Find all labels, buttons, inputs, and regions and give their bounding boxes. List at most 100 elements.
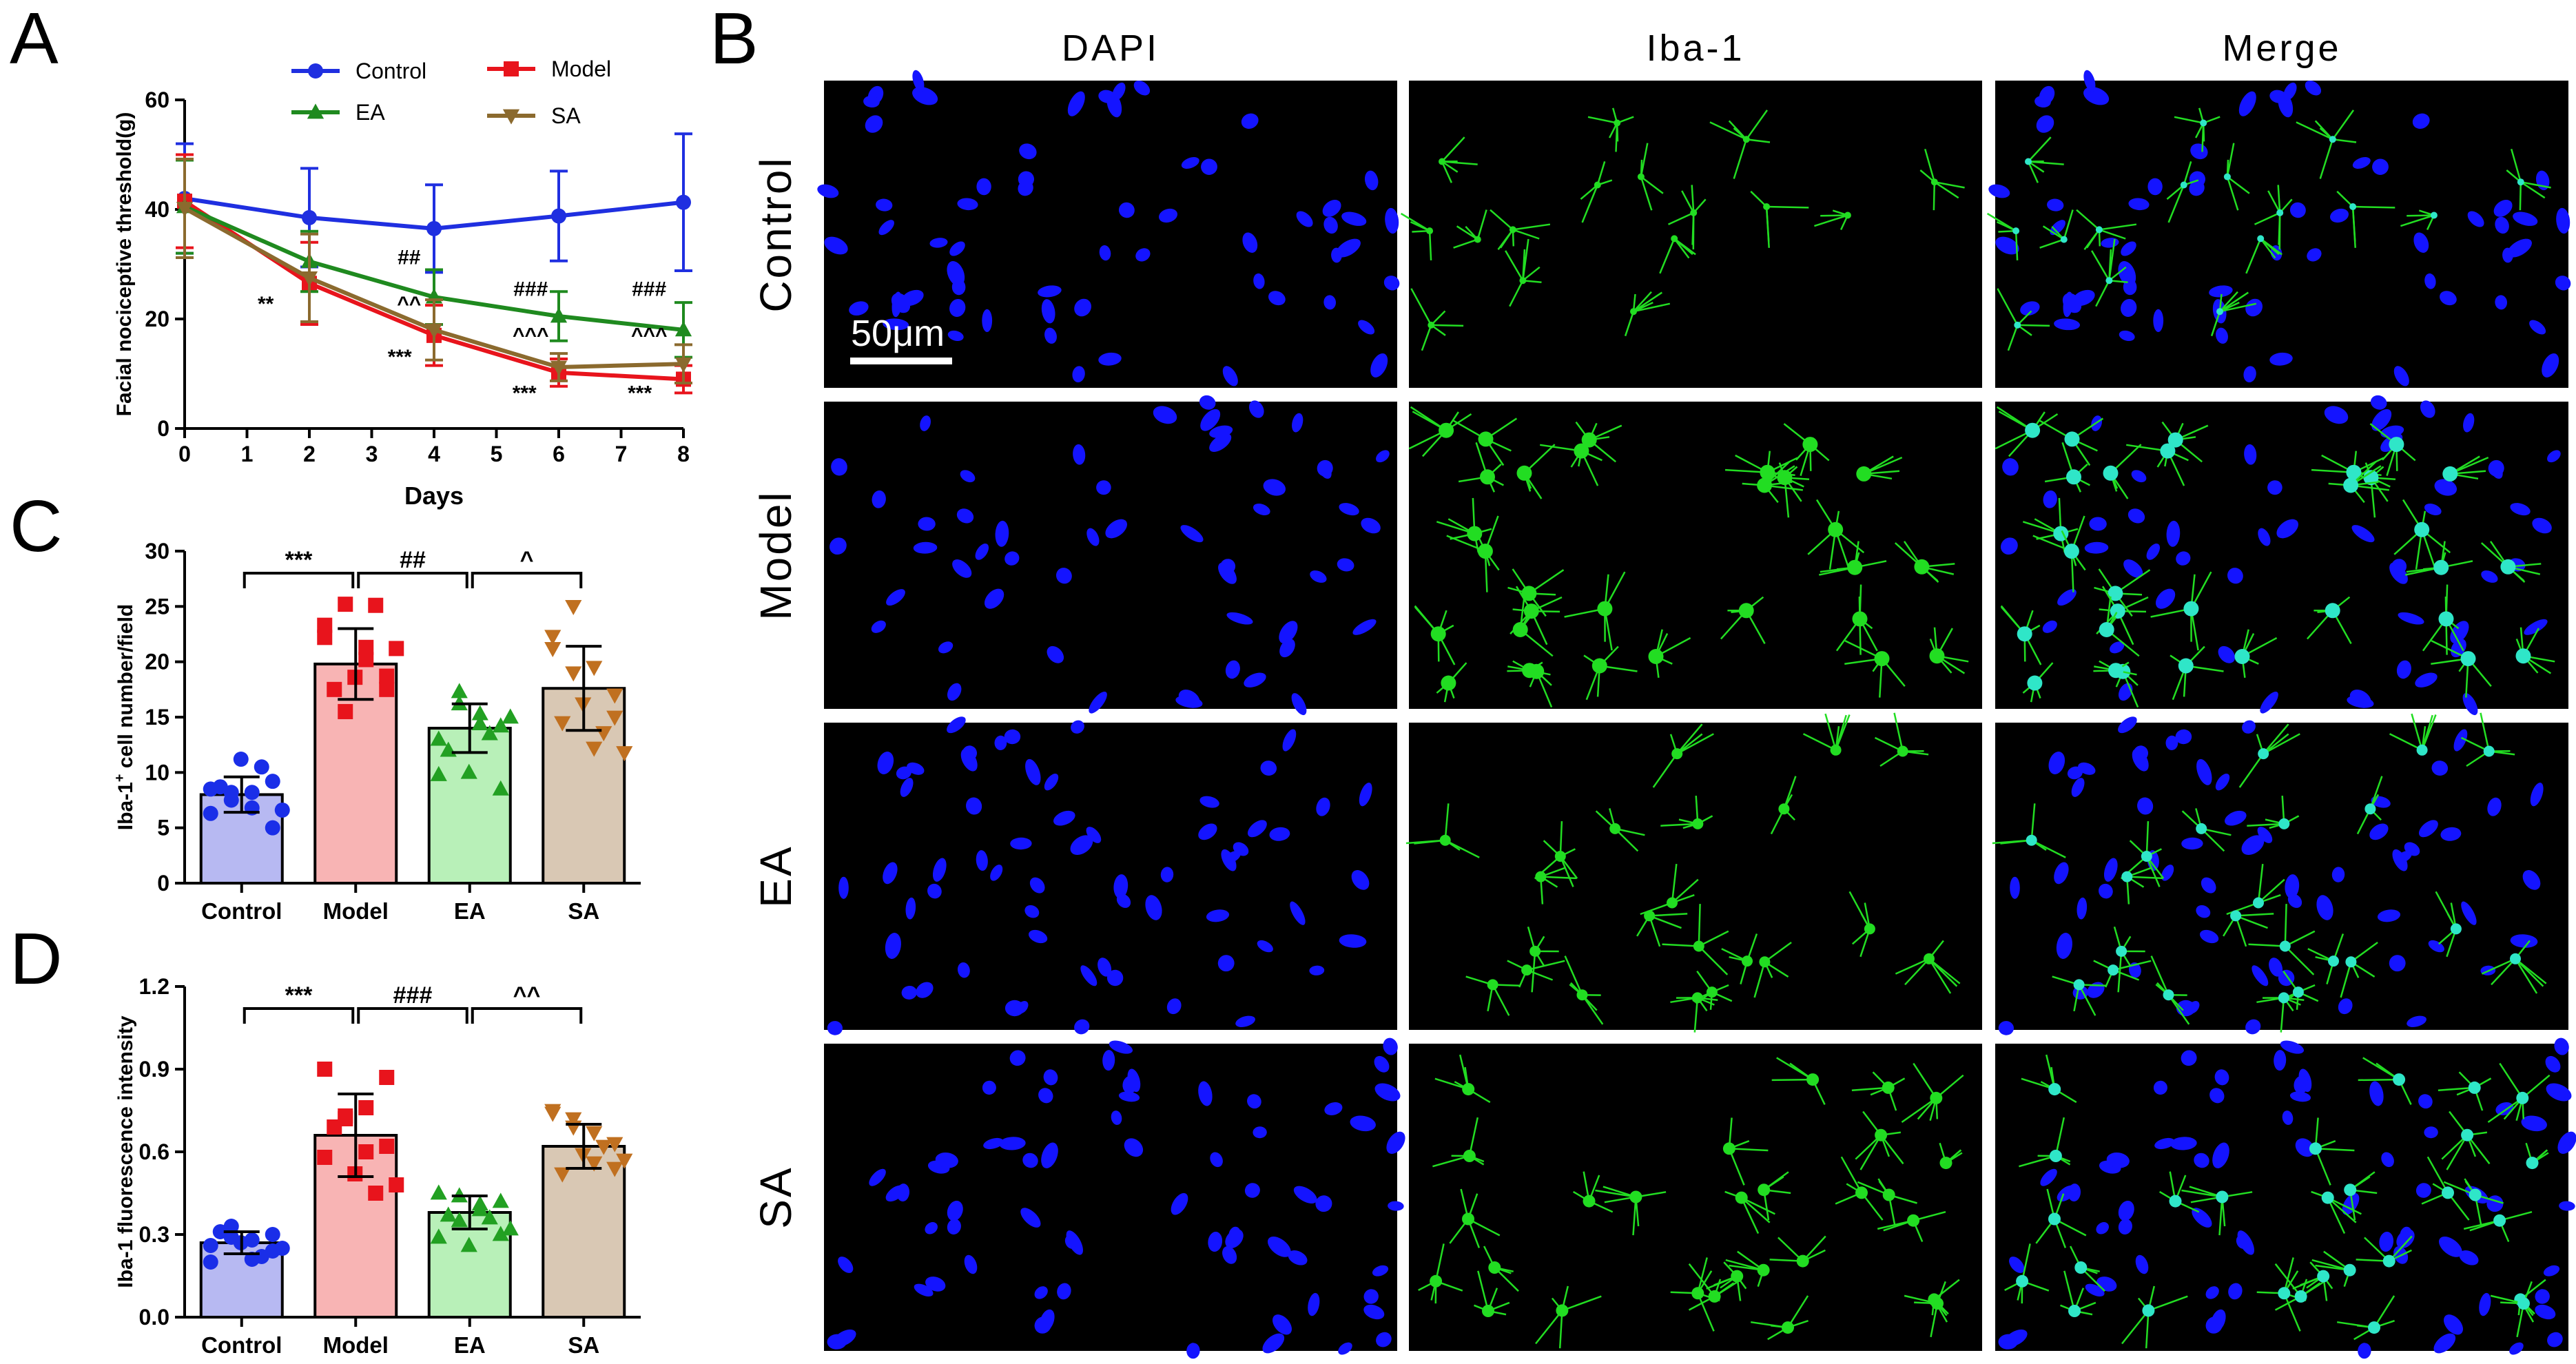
nucleus (2467, 211, 2484, 227)
process (1445, 839, 1480, 858)
nucleus (1166, 998, 1182, 1015)
nucleus (2128, 198, 2150, 211)
nucleus (2377, 909, 2401, 922)
nuclei-layer (827, 1037, 1405, 1359)
soma (1644, 910, 1656, 922)
process (2426, 1156, 2449, 1194)
micrograph-background (1409, 81, 1982, 388)
soma (1509, 226, 1516, 234)
nucleus (1102, 1050, 1115, 1071)
data-point (368, 597, 384, 613)
nucleus (2190, 143, 2208, 160)
nucleus (2370, 395, 2387, 410)
process (2167, 994, 2190, 1025)
soma (1693, 940, 1704, 952)
significance-bracket (471, 1007, 583, 1024)
significance-mark: ^^ (513, 982, 541, 1009)
micrograph-control-iba1 (1400, 81, 1982, 388)
nucleus (2331, 867, 2345, 882)
process (1986, 212, 2017, 232)
nucleus (2453, 729, 2468, 752)
process (2219, 302, 2257, 313)
soma (2014, 321, 2021, 329)
category-label: Control (201, 1332, 282, 1358)
significance-bracket (357, 1007, 468, 1024)
nucleus (1080, 965, 1098, 986)
nucleus (2487, 797, 2502, 816)
soma (1594, 181, 1601, 189)
process (1512, 229, 1540, 240)
nucleus (2372, 158, 2389, 175)
soma (1463, 1150, 1476, 1162)
microglia-layer (1986, 107, 2551, 351)
soma (1782, 1321, 1794, 1334)
data-point (606, 710, 624, 726)
process (2235, 915, 2268, 929)
process (1468, 1117, 1479, 1157)
process (2315, 1148, 2355, 1152)
soma (2461, 1128, 2474, 1141)
process (1490, 209, 1514, 231)
nucleus (1118, 202, 1135, 218)
nucleus (2440, 827, 2462, 841)
nucleus (2369, 1081, 2384, 1106)
data-point (616, 1153, 633, 1169)
soma (2345, 956, 2357, 968)
process (1535, 1310, 1563, 1345)
process (1624, 311, 1635, 337)
nucleus (2461, 901, 2477, 925)
data-point (492, 1226, 509, 1241)
nucleus (817, 184, 839, 198)
nucleus (2196, 905, 2211, 918)
process (1859, 1135, 1882, 1170)
panel-label-a: A (10, 0, 59, 79)
nucleus (2556, 207, 2570, 234)
nucleus (2165, 735, 2178, 750)
nucleus (2404, 842, 2420, 856)
process (1814, 214, 1848, 227)
nucleus (947, 260, 965, 287)
data-point (440, 1206, 457, 1222)
soma (2329, 136, 2336, 143)
process (2278, 212, 2281, 245)
significance-mark: ## (400, 547, 426, 573)
nucleus (2489, 462, 2503, 479)
process (1505, 250, 1524, 281)
data-point (502, 1220, 519, 1236)
soma (2438, 611, 2454, 627)
legend-label: Model (551, 56, 611, 81)
data-point (606, 688, 624, 704)
nucleus (2057, 589, 2077, 606)
nucleus (2209, 1088, 2225, 1104)
process (2358, 1078, 2400, 1082)
soma (2382, 1254, 2395, 1268)
nucleus (886, 589, 905, 606)
data-point (606, 1137, 624, 1153)
soma (1671, 235, 1678, 242)
process (2263, 733, 2300, 755)
nucleus (2040, 1168, 2057, 1186)
process (1893, 712, 1904, 752)
nucleus (1376, 450, 1390, 463)
column-header: Iba-1 (1646, 28, 1744, 69)
y-tick-label: 20 (145, 650, 169, 674)
nucleus (1242, 232, 1258, 253)
soma (2258, 748, 2269, 760)
nucleus (2123, 559, 2143, 578)
nucleus (1099, 245, 1111, 261)
nucleus (2307, 248, 2322, 262)
nucleus (2431, 761, 2449, 776)
nucleus (1043, 1069, 1058, 1086)
data-point (586, 661, 603, 676)
soma (1439, 834, 1451, 846)
significance-mark: ^^^ (631, 324, 668, 347)
nucleus (2459, 1250, 2479, 1265)
nucleus (912, 87, 938, 105)
data-point (265, 820, 280, 836)
nucleus (905, 897, 916, 920)
data-point (425, 323, 443, 339)
process (2274, 1263, 2302, 1297)
soma (2321, 1191, 2334, 1204)
x-tick-label: 1 (241, 442, 254, 466)
y-tick-label: 0 (157, 416, 169, 441)
